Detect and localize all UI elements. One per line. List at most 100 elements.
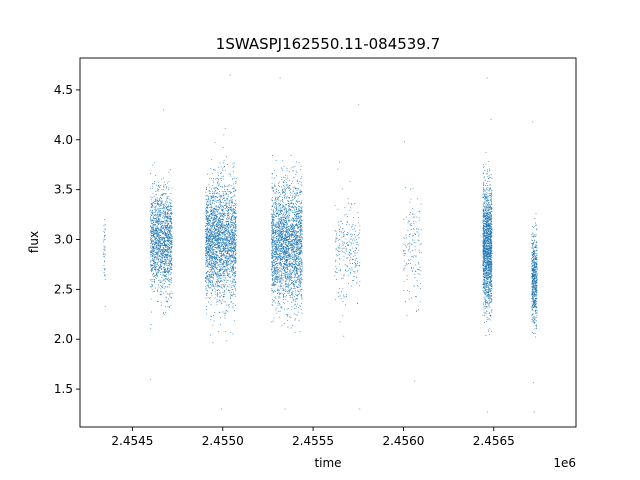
data-point bbox=[272, 265, 274, 266]
data-point bbox=[211, 247, 213, 249]
data-point bbox=[157, 188, 158, 190]
data-point bbox=[154, 264, 156, 266]
data-point bbox=[161, 178, 163, 180]
data-point bbox=[158, 189, 160, 190]
data-point bbox=[161, 231, 163, 232]
data-point bbox=[214, 220, 216, 222]
data-point bbox=[212, 258, 214, 260]
data-point bbox=[205, 237, 207, 238]
data-point bbox=[170, 241, 172, 242]
data-point bbox=[224, 257, 226, 259]
data-point bbox=[220, 287, 222, 289]
data-point bbox=[166, 240, 168, 241]
data-point bbox=[211, 185, 213, 186]
data-point bbox=[223, 227, 225, 229]
data-point bbox=[222, 225, 224, 226]
data-point bbox=[165, 213, 167, 215]
data-point bbox=[218, 276, 220, 278]
data-point bbox=[233, 212, 235, 214]
data-point bbox=[211, 210, 213, 212]
data-point bbox=[210, 250, 211, 251]
data-point bbox=[298, 223, 300, 225]
data-point bbox=[227, 264, 229, 266]
data-point bbox=[233, 230, 235, 232]
data-point bbox=[290, 243, 292, 244]
data-point bbox=[228, 257, 230, 259]
data-point bbox=[222, 215, 224, 217]
data-point bbox=[277, 255, 279, 257]
data-point bbox=[167, 270, 169, 272]
data-point bbox=[218, 296, 220, 298]
data-point bbox=[217, 264, 219, 266]
data-point bbox=[280, 218, 282, 220]
data-point bbox=[208, 249, 210, 251]
data-point bbox=[156, 220, 158, 221]
data-point bbox=[166, 300, 168, 302]
data-point bbox=[167, 253, 169, 255]
data-point bbox=[161, 201, 163, 202]
data-point bbox=[282, 213, 284, 215]
data-point bbox=[235, 289, 237, 291]
data-point bbox=[206, 236, 207, 238]
data-point bbox=[205, 251, 207, 252]
data-point bbox=[157, 217, 159, 219]
data-point bbox=[210, 273, 212, 275]
data-point bbox=[300, 251, 302, 252]
data-point bbox=[164, 234, 166, 236]
data-point bbox=[170, 203, 171, 204]
data-point bbox=[159, 282, 161, 284]
data-point bbox=[158, 209, 160, 211]
data-point bbox=[271, 285, 273, 286]
data-point bbox=[205, 226, 207, 228]
data-point bbox=[168, 181, 170, 182]
data-point bbox=[215, 205, 217, 207]
data-point bbox=[283, 270, 285, 271]
data-point bbox=[166, 209, 168, 211]
data-point bbox=[159, 267, 161, 268]
data-point bbox=[163, 256, 165, 258]
data-point bbox=[228, 207, 229, 209]
data-point bbox=[215, 254, 217, 256]
data-point bbox=[167, 272, 169, 273]
data-point bbox=[155, 233, 157, 235]
data-point bbox=[214, 264, 216, 266]
data-point bbox=[281, 246, 283, 248]
data-point bbox=[228, 249, 230, 251]
data-point bbox=[158, 209, 159, 211]
data-point bbox=[150, 188, 151, 190]
data-point bbox=[226, 225, 228, 227]
data-point bbox=[160, 245, 162, 246]
data-point bbox=[171, 260, 173, 261]
data-point bbox=[222, 239, 224, 241]
data-point bbox=[234, 231, 236, 232]
data-point bbox=[160, 231, 162, 233]
data-point bbox=[284, 268, 286, 269]
data-point bbox=[170, 243, 172, 245]
data-point bbox=[294, 223, 296, 225]
data-point bbox=[217, 285, 219, 287]
data-point bbox=[281, 282, 283, 284]
data-point bbox=[168, 234, 170, 235]
data-point bbox=[229, 220, 231, 222]
data-point bbox=[222, 194, 224, 196]
data-point bbox=[210, 276, 212, 278]
data-point bbox=[284, 238, 286, 240]
data-point bbox=[231, 207, 232, 209]
data-point bbox=[274, 214, 276, 216]
data-point bbox=[166, 234, 168, 236]
data-point bbox=[153, 254, 155, 255]
data-point bbox=[218, 271, 220, 273]
data-point bbox=[207, 262, 209, 264]
data-point bbox=[211, 192, 213, 194]
data-point bbox=[220, 301, 222, 303]
data-point bbox=[154, 257, 156, 259]
data-point bbox=[170, 240, 172, 242]
data-point bbox=[211, 251, 213, 253]
data-point bbox=[278, 297, 280, 299]
data-point bbox=[228, 200, 230, 202]
data-point bbox=[158, 203, 160, 205]
data-point bbox=[163, 274, 165, 276]
data-point bbox=[290, 250, 292, 252]
data-point bbox=[221, 209, 223, 211]
data-point bbox=[228, 202, 230, 203]
